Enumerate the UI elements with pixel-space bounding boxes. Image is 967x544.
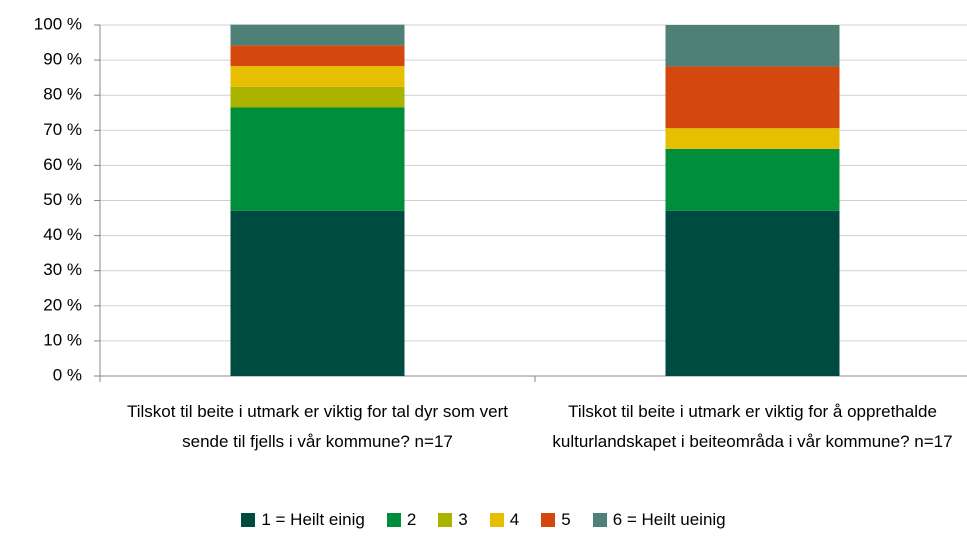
bar-segment — [230, 86, 405, 108]
bar-segment — [230, 24, 405, 46]
x-tick-label: Tilskot til beite i utmark er viktig for… — [126, 402, 509, 451]
legend-swatch — [489, 513, 504, 527]
legend-item: 5 — [541, 510, 571, 530]
bar-segment — [665, 148, 840, 211]
legend-item: 6 = Heilt ueinig — [592, 510, 726, 530]
legend-label: 4 — [509, 510, 520, 529]
legend-label: 5 — [561, 510, 571, 529]
y-tick-label: 30 % — [43, 260, 82, 279]
y-tick-label: 100 % — [34, 14, 82, 33]
bar-segment — [665, 210, 840, 376]
x-tick-label: Tilskot til beite i utmark er viktig for… — [552, 402, 953, 451]
y-tick-label: 90 % — [43, 50, 82, 69]
legend: 1 = Heilt einig 2 3 4 5 6 = Heilt ueinig — [0, 510, 967, 530]
bar-segment — [665, 25, 840, 67]
legend-label: 6 = Heilt ueinig — [612, 510, 726, 529]
legend-item: 2 — [386, 510, 417, 530]
y-tick-label: 20 % — [43, 295, 82, 314]
legend-swatch — [541, 513, 556, 527]
legend-swatch — [386, 513, 401, 527]
y-tick-label: 60 % — [43, 155, 82, 174]
legend-swatch — [241, 513, 256, 527]
y-tick-label: 80 % — [43, 85, 82, 104]
y-tick-label: 50 % — [43, 190, 82, 209]
bar-segment — [230, 45, 405, 67]
bar-segment — [665, 128, 840, 149]
legend-item: 4 — [489, 510, 520, 530]
bar-segment — [230, 107, 405, 211]
y-tick-label: 0 % — [53, 365, 82, 384]
bar-segment — [230, 210, 405, 376]
legend-label: 1 = Heilt einig — [261, 510, 365, 529]
legend-item: 3 — [438, 510, 468, 530]
legend-label: 3 — [458, 510, 468, 529]
y-tick-label: 40 % — [43, 225, 82, 244]
legend-item: 1 = Heilt einig — [241, 510, 365, 530]
bar-segment — [665, 66, 840, 129]
y-tick-label: 10 % — [43, 330, 82, 349]
legend-swatch — [592, 513, 607, 527]
bar-segment — [230, 66, 405, 87]
legend-swatch — [438, 513, 453, 527]
legend-label: 2 — [406, 510, 417, 529]
y-tick-label: 70 % — [43, 120, 82, 139]
